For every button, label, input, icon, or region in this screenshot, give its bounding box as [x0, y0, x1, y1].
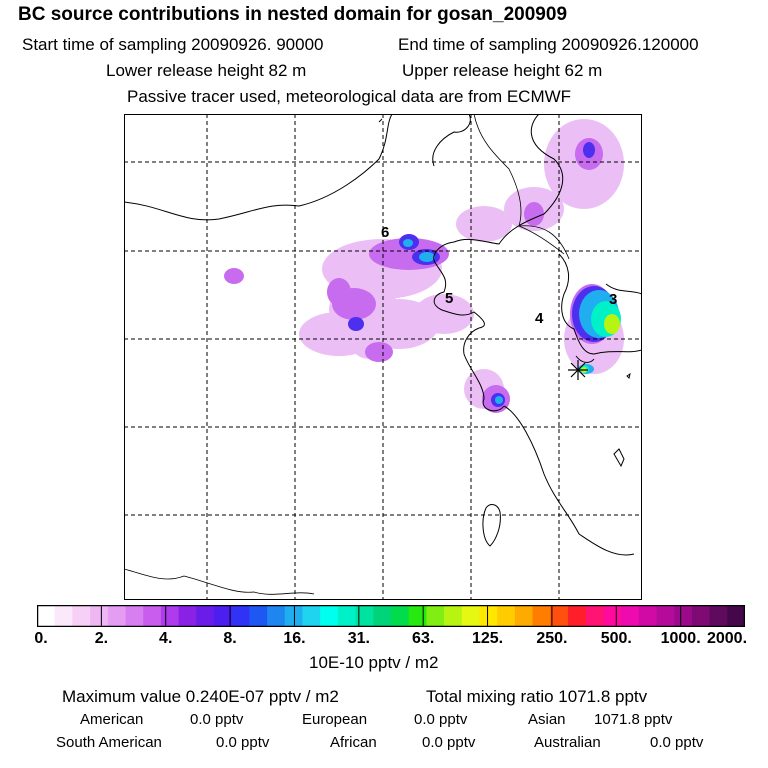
- colorbar-tick-label: 1000.: [660, 630, 701, 647]
- colorbar-units: 10E-10 pptv / m2: [309, 653, 439, 672]
- total-mixing-ratio: Total mixing ratio 1071.8 pptv: [426, 687, 648, 706]
- colorbar-tick-label: 125.: [471, 630, 504, 647]
- asian-label: Asian: [528, 711, 566, 728]
- colorbar-tick-label: 63.: [412, 630, 435, 647]
- australian-label: Australian: [534, 734, 601, 751]
- colorbar-cell: [214, 605, 233, 627]
- colorbar-tick-label: 2.: [94, 630, 109, 647]
- colorbar-cell: [391, 605, 410, 627]
- colorbar-cell: [267, 605, 286, 627]
- maximum-value: Maximum value 0.240E-07 pptv / m2: [62, 687, 339, 706]
- colorbar-cell: [284, 605, 303, 627]
- colorbar-cell: [550, 605, 569, 627]
- tracer-note: Passive tracer used, meteorological data…: [127, 87, 572, 106]
- colorbar-cell: [603, 605, 622, 627]
- colorbar-tick-label: 250.: [536, 630, 568, 647]
- colorbar-cell: [54, 605, 73, 627]
- colorbar-cell: [196, 605, 215, 627]
- colorbar-tick-label: 500.: [600, 630, 632, 647]
- colorbar-cell: [320, 605, 339, 627]
- colorbar-cell: [355, 605, 374, 627]
- colorbar-cell: [514, 605, 534, 627]
- colorbar-cell: [444, 605, 463, 627]
- region-label-4: 4: [535, 310, 544, 327]
- map-frame: [124, 114, 642, 600]
- colorbar-cell: [497, 605, 516, 627]
- colorbar-cell: [249, 605, 268, 627]
- european-value: 0.0 pptv: [414, 711, 468, 728]
- map-panel: 6 5 4 3: [124, 114, 642, 600]
- colorbar-cell: [337, 605, 357, 627]
- colorbar-cell: [90, 605, 109, 627]
- colorbar-tick-label: 16.: [283, 630, 306, 647]
- colorbar-cell: [727, 605, 745, 627]
- concentration-field: [224, 119, 624, 413]
- colorbar-cell: [568, 605, 587, 627]
- region-label-3: 3: [609, 291, 617, 308]
- colorbar-cell: [373, 605, 392, 627]
- country-borders: [124, 114, 570, 595]
- upper-release-height: Upper release height 62 m: [402, 61, 603, 80]
- end-time: End time of sampling 20090926.120000: [398, 35, 699, 54]
- page-title: BC source contributions in nested domain…: [18, 4, 568, 25]
- colorbar-cell: [408, 605, 427, 627]
- colorbar-cell: [426, 605, 445, 627]
- receptor-marker: [568, 360, 588, 380]
- colorbar-cell: [107, 605, 126, 627]
- taiwan-outline: [482, 504, 501, 547]
- colorbar-cell: [479, 605, 498, 627]
- south-american-value: 0.0 pptv: [216, 734, 270, 751]
- american-value: 0.0 pptv: [190, 711, 244, 728]
- colorbar-cell: [72, 605, 91, 627]
- colorbar-cell: [674, 605, 693, 627]
- colorbar-tick-label: 2000.: [706, 630, 748, 647]
- colorbar-cell: [532, 605, 551, 627]
- colorbar-cell: [178, 605, 197, 627]
- region-label-6: 6: [381, 224, 389, 241]
- colorbar-tick-label: 31.: [347, 630, 370, 647]
- african-value: 0.0 pptv: [422, 734, 476, 751]
- american-label: American: [80, 711, 144, 728]
- lower-release-height: Lower release height 82 m: [106, 61, 307, 80]
- colorbar-cell: [143, 605, 162, 627]
- colorbar-cell: [638, 605, 657, 627]
- colorbar-tick-label: 0.: [34, 630, 48, 647]
- colorbar-cell: [125, 605, 144, 627]
- colorbar-cell: [656, 605, 675, 627]
- colorbar-cell: [621, 605, 640, 627]
- european-label: European: [302, 711, 368, 728]
- colorbar-cell: [709, 605, 728, 627]
- colorbar-cell: [691, 605, 711, 627]
- colorbar-cell: [37, 605, 56, 627]
- colorbar-cell: [160, 605, 180, 627]
- asian-value: 1071.8 pptv: [594, 711, 673, 728]
- australian-value: 0.0 pptv: [650, 734, 704, 751]
- colorbar-cell: [231, 605, 250, 627]
- start-time: Start time of sampling 20090926. 90000: [22, 35, 324, 54]
- colorbar-cell: [585, 605, 604, 627]
- colorbar-tick-label: 8.: [223, 630, 237, 647]
- colorbar-cell: [302, 605, 321, 627]
- region-label-5: 5: [445, 290, 453, 307]
- colorbar-frame: [37, 605, 745, 627]
- colorbar: [37, 605, 745, 627]
- south-american-label: South American: [56, 734, 162, 751]
- colorbar-cell: [461, 605, 480, 627]
- colorbar-tick-label: 4.: [159, 630, 173, 647]
- african-label: African: [330, 734, 377, 751]
- lat-lon-grid: [124, 114, 642, 600]
